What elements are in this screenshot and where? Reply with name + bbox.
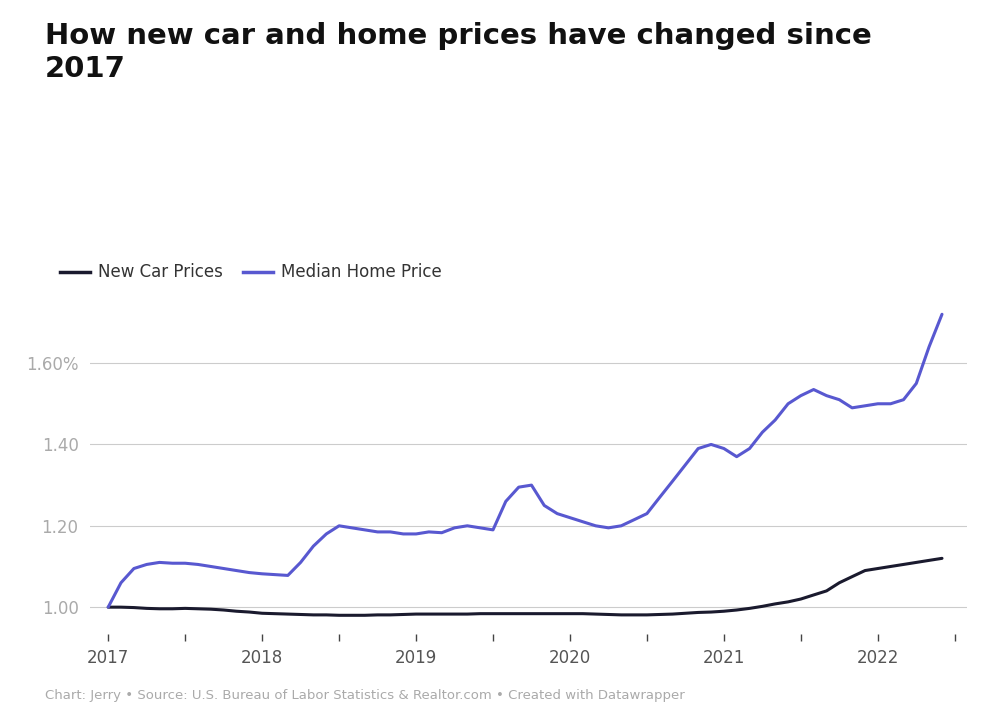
Text: Chart: Jerry • Source: U.S. Bureau of Labor Statistics & Realtor.com • Created w: Chart: Jerry • Source: U.S. Bureau of La… (45, 689, 685, 702)
Legend: New Car Prices, Median Home Price: New Car Prices, Median Home Price (53, 257, 449, 288)
Text: How new car and home prices have changed since
2017: How new car and home prices have changed… (45, 22, 871, 83)
